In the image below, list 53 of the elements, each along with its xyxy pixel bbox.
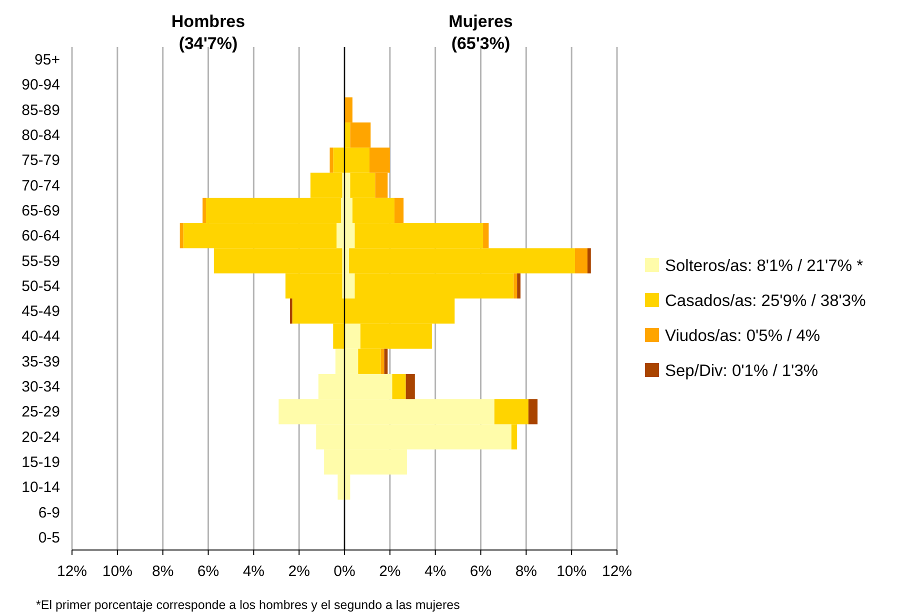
bar (180, 223, 184, 248)
bar (514, 273, 518, 298)
x-tick-label: 10% (102, 563, 132, 580)
bar (517, 273, 520, 298)
y-tick-label: 45-49 (22, 303, 60, 320)
x-tick-label: 2% (379, 563, 401, 580)
y-tick-label: 20-24 (22, 428, 60, 446)
x-tick-label: 10% (556, 563, 587, 580)
y-tick-label: 10-14 (22, 479, 60, 496)
y-tick-label: 15-19 (22, 454, 60, 471)
y-tick-label: 80-84 (22, 127, 60, 144)
legend-label: Casados/as: 25'9% / 38'3% (665, 292, 866, 310)
x-tick-label: 4% (424, 563, 446, 580)
annotation: Hombres (34'7%) (171, 12, 246, 53)
y-tick-label: 30-34 (22, 378, 60, 396)
y-tick-label: 90-94 (22, 76, 60, 94)
y-tick-label: 70-74 (22, 177, 60, 194)
legend-label: Sep/Div: 0'1% / 1'3% (665, 362, 818, 380)
x-tick-label: 2% (288, 563, 310, 580)
x-tick-label: 8% (515, 563, 538, 580)
bar (202, 198, 206, 224)
bar (528, 399, 538, 424)
bar (483, 223, 489, 248)
x-tick-label: 6% (470, 563, 492, 580)
bar (394, 198, 404, 224)
bar (574, 248, 588, 274)
annotation: Mujeres (65'3%) (448, 12, 513, 53)
bar (384, 348, 388, 374)
y-tick-label: 65-69 (22, 202, 60, 220)
y-tick-label: 0-5 (38, 529, 60, 546)
x-tick-label: 12% (602, 563, 632, 580)
y-tick-label: 25-29 (22, 404, 60, 421)
y-tick-label: 75-79 (22, 152, 60, 170)
bar (392, 374, 406, 400)
y-tick-label: 60-64 (22, 228, 60, 245)
x-tick-label: 4% (242, 563, 265, 580)
y-tick-label: 35-39 (22, 353, 60, 370)
y-tick-label: 85-89 (22, 102, 60, 119)
x-tick-label: 6% (197, 563, 220, 580)
x-tick-label: 0% (334, 563, 356, 580)
y-tick-label: 95+ (34, 52, 60, 69)
text: *El primer porcentaje corresponde a los hombres y el segundo a las mujeres (36, 598, 460, 612)
bar (587, 248, 591, 274)
y-tick-label: 6-9 (38, 504, 60, 522)
legend-label: Viudos/as: 0'5% / 4% (665, 327, 820, 345)
legend-label: Solteros/as: 8'1% / 21'7% * (665, 257, 864, 275)
y-tick-label: 55-59 (22, 252, 60, 270)
y-tick-label: 40-44 (22, 328, 60, 346)
bar (406, 374, 415, 400)
y-tick-label: 50-54 (22, 278, 60, 295)
x-tick-label: 12% (56, 563, 88, 580)
x-tick-label: 8% (152, 563, 174, 580)
bar (330, 148, 334, 173)
